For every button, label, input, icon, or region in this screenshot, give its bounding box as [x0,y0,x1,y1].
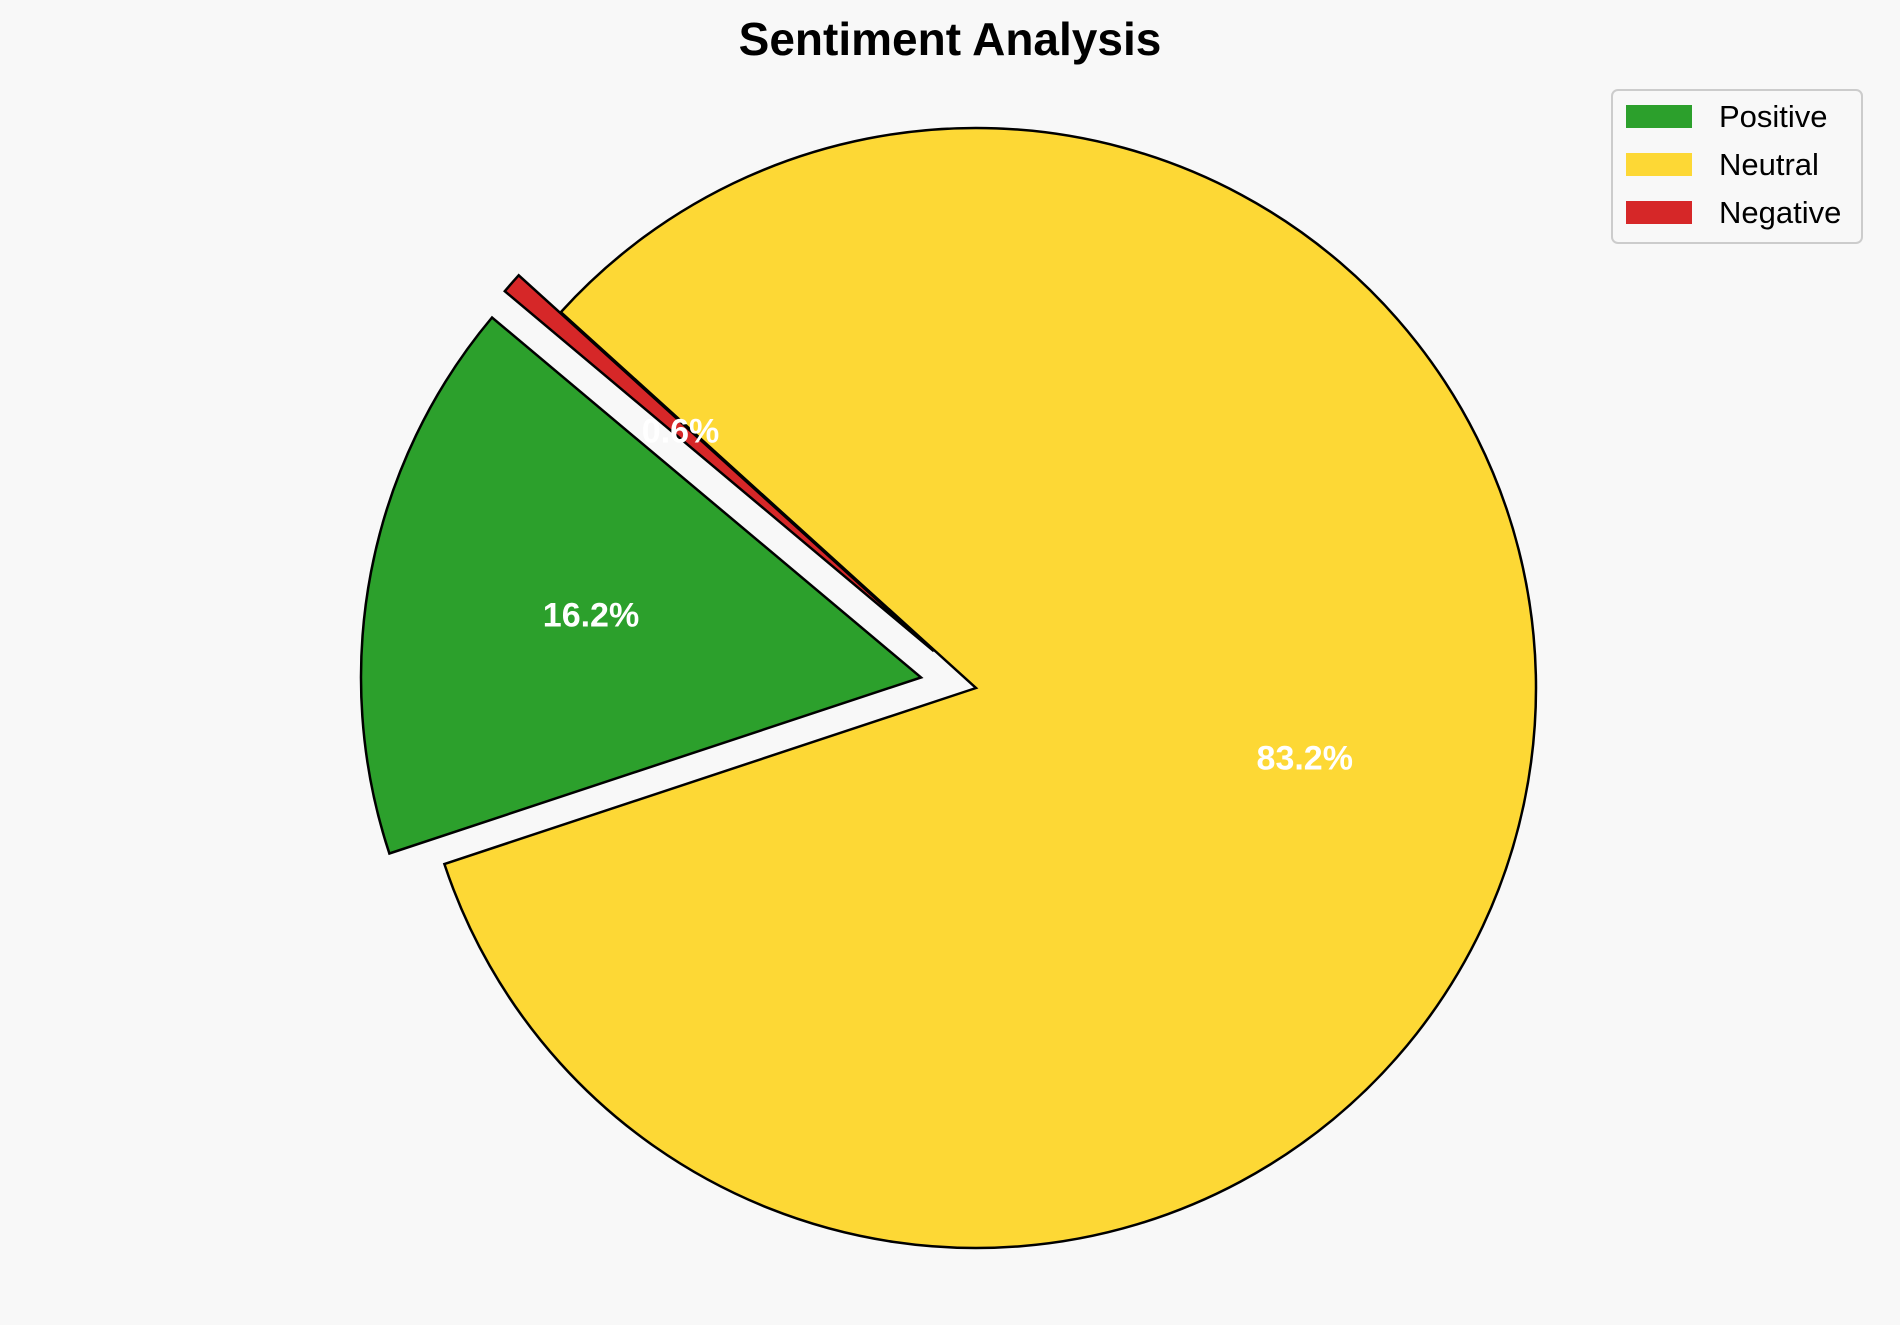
pie-label-neutral: 83.2% [1257,739,1353,777]
legend-items: Positive Neutral Negative [1626,99,1841,230]
legend-swatch-neutral [1626,153,1692,176]
legend: Positive Neutral Negative [1611,89,1863,244]
pie-label-positive: 16.2% [543,596,639,634]
legend-swatch-negative [1626,201,1692,224]
pie-label-negative: 0.6% [642,412,720,450]
pie-slice-negative [503,273,935,653]
legend-label-neutral: Neutral [1719,147,1819,182]
pie-slice-positive [359,315,924,856]
chart-title: Sentiment Analysis [739,13,1162,65]
pie-percent-labels: 16.2% 83.2% 0.6% [543,412,1353,777]
legend-label-positive: Positive [1719,99,1828,134]
legend-swatch-positive [1626,105,1692,128]
pie-slice-neutral [442,126,1538,1250]
legend-label-negative: Negative [1719,195,1841,230]
pie-slices [359,126,1538,1250]
